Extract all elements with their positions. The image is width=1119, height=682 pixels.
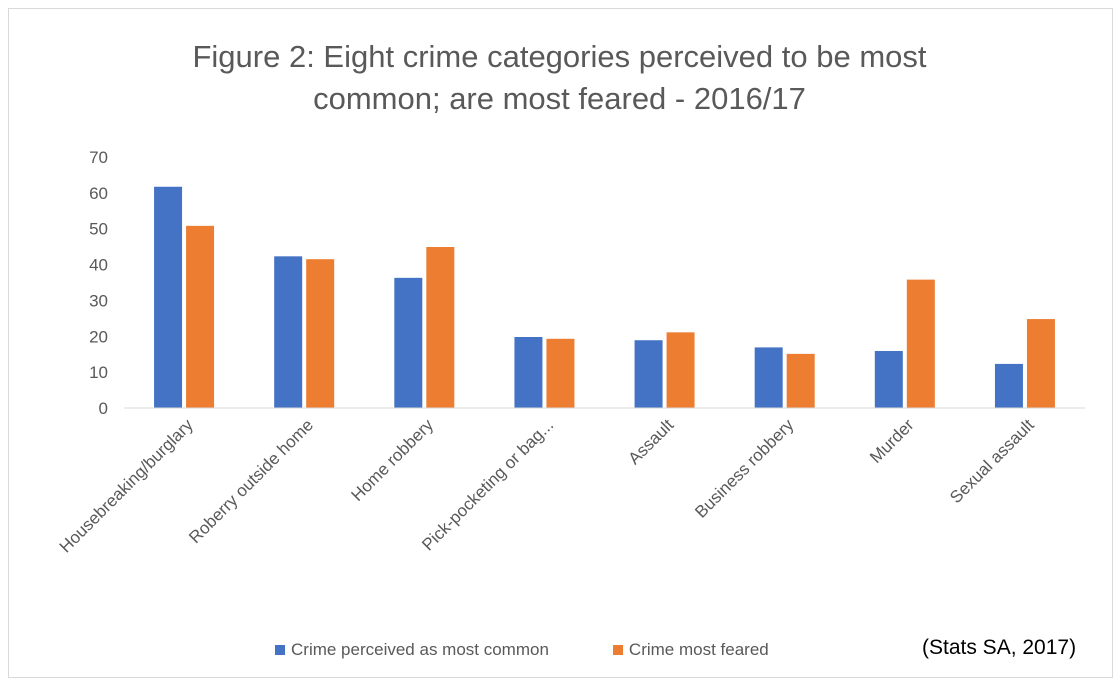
chart-title-line-1: Figure 2: Eight crime categories perceiv… — [192, 39, 927, 74]
bar-series-1 — [154, 186, 183, 408]
y-tick-label: 10 — [89, 363, 108, 382]
x-category-label: Roberry outside home — [185, 415, 317, 547]
chart-title: Figure 2: Eight crime categories perceiv… — [0, 36, 1119, 120]
chart-title-line-2: common; are most feared - 2016/17 — [313, 81, 806, 116]
x-category-label: Home robbery — [348, 415, 438, 505]
bar-series-2 — [666, 332, 695, 408]
bar-series-2 — [186, 225, 215, 408]
bar-series-2 — [546, 338, 575, 408]
bar-series-2 — [906, 279, 935, 408]
bar-series-1 — [394, 277, 423, 408]
y-tick-label: 60 — [89, 184, 108, 203]
x-category-label: Business robbery — [691, 415, 798, 522]
x-category-label: Housebreaking/burglary — [56, 415, 197, 556]
bar-series-1 — [514, 337, 543, 408]
y-tick-label: 70 — [89, 148, 108, 167]
x-category-label: Sexual assault — [946, 415, 1038, 507]
legend-swatch-series-1 — [275, 645, 285, 655]
bar-series-1 — [634, 340, 663, 408]
legend-swatch-series-2 — [612, 645, 623, 655]
legend-item-series-2: Crime most feared — [612, 640, 769, 660]
legend-label-series-2: Crime most feared — [628, 640, 769, 659]
bar-series-1 — [754, 347, 783, 408]
legend: Crime perceived as most common Crime mos… — [275, 640, 833, 660]
source-note: (Stats SA, 2017) — [922, 636, 1077, 659]
bar-series-2 — [786, 353, 815, 408]
x-category-label: Murder — [866, 415, 918, 467]
bar-series-1 — [274, 256, 303, 408]
y-tick-label: 40 — [89, 256, 108, 275]
bar-series-2 — [306, 259, 335, 408]
x-category-label: Assault — [625, 415, 678, 468]
y-tick-label: 20 — [89, 327, 108, 346]
bar-series-2 — [1026, 319, 1055, 408]
legend-item-series-1: Crime perceived as most common — [275, 640, 549, 660]
y-tick-label: 30 — [89, 291, 108, 310]
legend-label-series-1: Crime perceived as most common — [291, 640, 549, 659]
y-axis: 0 10 20 30 40 50 60 70 — [89, 148, 108, 418]
bar-series-2 — [426, 247, 455, 408]
y-tick-label: 0 — [99, 399, 108, 418]
bar-series-1 — [874, 350, 903, 408]
bar-series-1 — [994, 363, 1023, 408]
bars — [154, 186, 1055, 408]
x-category-label: Pick-pocketing or bag... — [418, 415, 557, 554]
y-tick-label: 50 — [89, 220, 108, 239]
